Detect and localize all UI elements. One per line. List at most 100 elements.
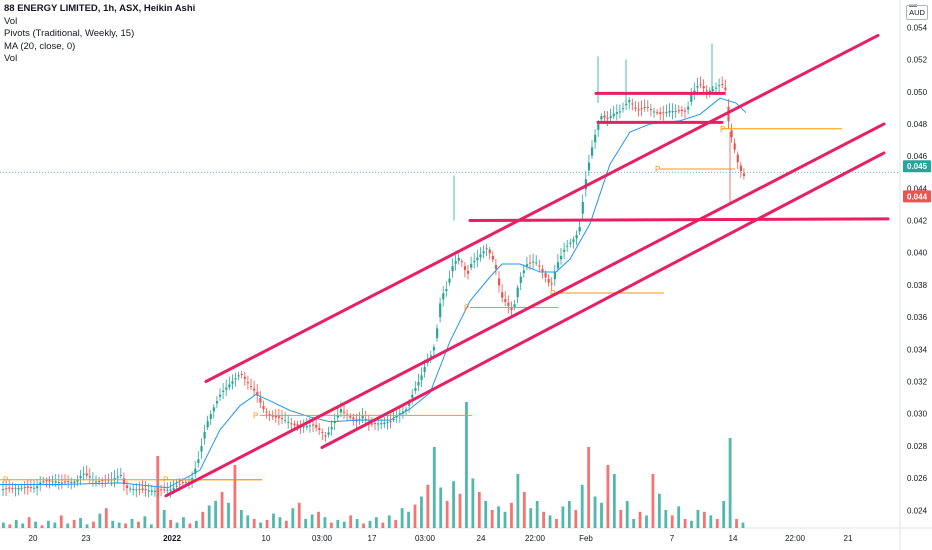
volume-bar xyxy=(278,517,282,528)
volume-bar xyxy=(452,481,455,528)
volume-bar xyxy=(645,515,648,528)
volume-bar xyxy=(220,492,224,528)
candle-body xyxy=(432,347,436,351)
y-tick-label: 0.028 xyxy=(907,442,928,451)
volume-bar xyxy=(420,496,423,528)
candle-body xyxy=(20,487,23,489)
candle-body xyxy=(302,426,305,428)
trend-line[interactable] xyxy=(320,151,886,450)
y-tick-label: 0.042 xyxy=(907,217,928,226)
symbol-title[interactable]: 88 ENERGY LIMITED, 1h, ASX, Heikin Ashi xyxy=(4,3,196,14)
candle-body xyxy=(116,476,119,478)
candle-body xyxy=(473,260,476,263)
candle-body xyxy=(240,374,243,376)
candle-body xyxy=(39,482,42,486)
candle-body xyxy=(88,476,91,478)
candle-body xyxy=(54,481,57,483)
candle-body xyxy=(234,378,237,380)
volume-bar xyxy=(407,511,410,528)
volume-bar xyxy=(27,517,31,528)
candle-body xyxy=(287,421,290,423)
volume-bar xyxy=(606,465,610,528)
candle-body xyxy=(45,480,48,482)
trend-line[interactable] xyxy=(468,217,890,223)
candle-body xyxy=(646,106,649,108)
candle-body xyxy=(318,428,321,430)
volume-bar xyxy=(400,508,404,528)
candle-body xyxy=(212,407,215,412)
volume-bar xyxy=(117,522,121,528)
candle-body xyxy=(463,266,467,271)
candle-body xyxy=(389,421,392,423)
trend-line[interactable] xyxy=(164,122,886,498)
volume-bar xyxy=(670,515,674,528)
volume-bar xyxy=(651,474,655,528)
candle-body xyxy=(637,109,640,111)
currency-badge[interactable]: AUD xyxy=(906,5,928,20)
candle-body xyxy=(225,387,228,390)
x-tick-label: 22:00 xyxy=(785,534,806,543)
candle-body xyxy=(451,266,454,272)
volume-bar xyxy=(175,522,179,528)
volume-bar xyxy=(85,524,89,528)
candle-body xyxy=(532,261,535,263)
candle-body xyxy=(70,481,73,483)
x-tick-label: 10 xyxy=(262,534,271,543)
candle-body xyxy=(147,490,150,492)
volume-bar xyxy=(246,515,250,528)
volume-bar xyxy=(484,501,488,528)
volume-bar xyxy=(516,474,520,528)
candle-body xyxy=(504,299,507,302)
candle-body xyxy=(222,390,225,393)
volume-bar xyxy=(632,519,636,528)
volume-bar xyxy=(490,510,494,528)
candle-body xyxy=(736,154,739,163)
candle-body xyxy=(181,482,184,484)
volume-bar xyxy=(542,511,546,528)
candle-body xyxy=(76,479,79,482)
x-tick-label: Feb xyxy=(579,534,593,543)
volume-bar xyxy=(413,504,417,528)
y-tick-label: 0.048 xyxy=(907,120,928,129)
trend-line[interactable] xyxy=(204,33,880,384)
volume-bar xyxy=(696,510,700,528)
volume-bar xyxy=(497,506,500,528)
candle-body xyxy=(336,415,339,418)
candle-body xyxy=(215,401,219,404)
volume-bar xyxy=(66,523,70,528)
candle-body xyxy=(312,424,315,426)
candle-body xyxy=(36,486,39,489)
volume-bar xyxy=(297,502,301,528)
y-tick-label: 0.044 xyxy=(907,184,928,193)
pivot-label: P xyxy=(655,165,660,174)
candle-body xyxy=(150,490,153,492)
volume-bar xyxy=(72,519,76,528)
candle-body xyxy=(668,111,671,113)
candle-body xyxy=(135,489,138,491)
volume-bar xyxy=(336,519,340,528)
candle-body xyxy=(479,254,482,258)
scale-handle-icon[interactable]: ▬ xyxy=(909,0,917,9)
volume-bar xyxy=(593,496,597,528)
x-tick-label: 14 xyxy=(729,534,738,543)
price-label-text: 0.044 xyxy=(907,192,928,201)
candle-body xyxy=(308,425,312,427)
x-tick-label: 23 xyxy=(82,534,91,543)
candle-body xyxy=(522,270,525,274)
candle-body xyxy=(383,422,386,425)
candle-body xyxy=(349,416,352,418)
candle-body xyxy=(606,117,609,119)
candle-body xyxy=(721,84,724,86)
candle-body xyxy=(172,487,175,490)
candle-body xyxy=(237,375,240,377)
volume-bar xyxy=(432,447,436,528)
candle-body xyxy=(618,111,622,113)
volume-bar xyxy=(587,447,591,528)
y-tick-label: 0.026 xyxy=(907,474,928,483)
candle-body xyxy=(429,355,432,357)
candle-body xyxy=(85,473,88,476)
volume-bar xyxy=(522,492,526,528)
x-tick-label: 24 xyxy=(477,534,486,543)
